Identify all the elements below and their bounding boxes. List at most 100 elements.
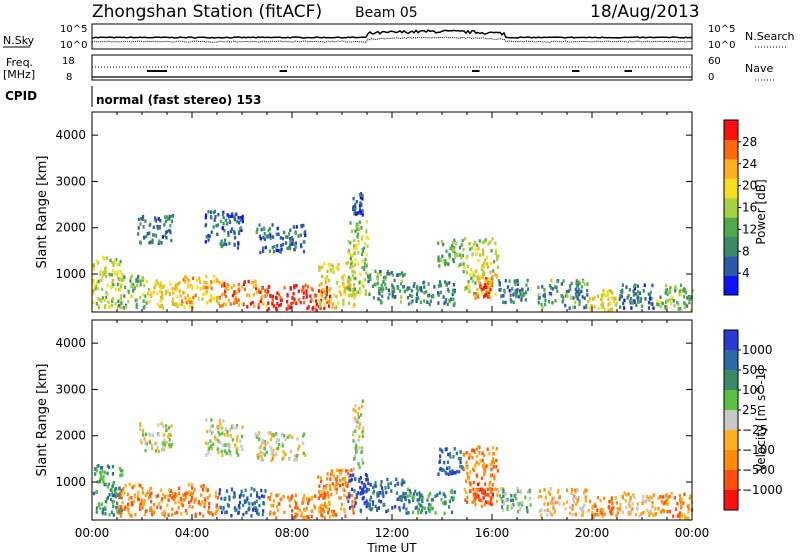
velocity-cell xyxy=(652,513,655,518)
power-cell xyxy=(452,297,455,301)
velocity-cell xyxy=(677,513,681,518)
velocity-cell xyxy=(222,419,225,423)
velocity-cell xyxy=(328,515,331,519)
power-cell xyxy=(484,238,487,242)
velocity-cell xyxy=(217,424,220,429)
velocity-cell xyxy=(423,506,426,510)
power-cell xyxy=(426,300,429,304)
power-cell xyxy=(571,306,574,310)
velocity-cell xyxy=(372,491,375,495)
velocity-cell xyxy=(489,487,492,491)
velocity-cell xyxy=(174,511,177,515)
power-cell xyxy=(496,254,500,259)
velocity-cell xyxy=(488,483,491,487)
velocity-cell xyxy=(487,501,490,505)
velocity-cell xyxy=(302,441,305,445)
velocity-cell xyxy=(418,497,421,502)
velocity-cell xyxy=(221,431,224,435)
velocity-cell xyxy=(176,510,179,515)
time-tick-label: 00:00 xyxy=(675,526,710,540)
velocity-cell xyxy=(491,492,494,497)
power-cell xyxy=(305,292,308,297)
power-cell xyxy=(326,300,329,304)
velocity-cell xyxy=(540,514,543,518)
velocity-cell xyxy=(607,505,610,510)
velocity-cell xyxy=(294,514,297,519)
velocity-cell xyxy=(472,493,475,498)
velocity-cell xyxy=(647,511,651,515)
power-cell xyxy=(271,245,274,250)
velocity-cell xyxy=(457,456,460,461)
velocity-cell xyxy=(223,449,226,453)
power-cell xyxy=(331,267,334,272)
velocity-cell xyxy=(258,431,261,435)
velocity-cell xyxy=(619,508,622,513)
power-cell xyxy=(226,213,229,217)
power-cell xyxy=(143,283,146,288)
power-cell xyxy=(343,273,346,277)
power-cell xyxy=(305,295,308,299)
power-cell xyxy=(348,284,352,288)
power-cell xyxy=(636,296,639,300)
velocity-cell xyxy=(139,440,142,444)
velocity-cell xyxy=(318,484,321,488)
power-cell xyxy=(314,307,317,312)
power-cell xyxy=(101,274,104,279)
velocity-cell xyxy=(480,504,483,508)
velocity-cell xyxy=(318,506,321,510)
velocity-cell xyxy=(361,448,364,452)
velocity-cell xyxy=(483,502,486,507)
velocity-cell xyxy=(394,504,397,509)
velocity-cell xyxy=(502,508,505,512)
velocity-cell xyxy=(331,513,335,518)
velocity-cell xyxy=(449,455,452,459)
velocity-cell xyxy=(296,453,299,458)
velocity-cell xyxy=(94,472,97,476)
velocity-cell xyxy=(120,508,123,513)
velocity-cell xyxy=(354,477,357,482)
power-cell xyxy=(130,274,133,278)
velocity-cell xyxy=(183,497,186,501)
velocity-cell xyxy=(114,494,117,499)
velocity-cell xyxy=(529,496,532,501)
velocity-cell xyxy=(402,505,405,510)
power-cell xyxy=(490,283,493,288)
power-cell xyxy=(547,300,551,304)
power-cell xyxy=(309,294,312,298)
power-cell xyxy=(607,297,610,301)
velocity-cell xyxy=(667,498,670,502)
power-cell xyxy=(243,287,246,292)
power-cell xyxy=(268,249,271,253)
power-cell xyxy=(191,306,194,310)
velocity-cell xyxy=(543,502,546,506)
power-cell xyxy=(157,281,160,286)
velocity-cell xyxy=(214,437,217,441)
power-cell xyxy=(119,259,122,264)
velocity-cell xyxy=(465,460,468,465)
power-cell xyxy=(216,299,219,303)
power-cell xyxy=(183,305,186,310)
velocity-cell xyxy=(468,489,471,494)
velocity-cell xyxy=(599,508,602,512)
velocity-cell xyxy=(170,513,174,517)
power-cell xyxy=(302,249,306,254)
velocity-cell xyxy=(442,501,445,505)
power-cell xyxy=(353,209,356,213)
velocity-cell xyxy=(614,496,617,500)
power-cell xyxy=(105,274,108,279)
power-cell xyxy=(299,233,303,237)
power-cell xyxy=(235,298,238,302)
velocity-cell xyxy=(665,492,668,497)
velocity-cell xyxy=(233,443,237,448)
velocity-cell xyxy=(427,506,430,511)
power-cell xyxy=(644,297,647,301)
power-cell xyxy=(452,240,455,245)
power-cell xyxy=(576,297,579,301)
velocity-cell xyxy=(283,510,286,515)
velocity-cell xyxy=(111,464,114,469)
velocity-cell xyxy=(231,424,235,429)
power-cell xyxy=(161,306,164,310)
velocity-cell xyxy=(414,506,417,510)
velocity-cell xyxy=(341,482,344,487)
velocity-cell xyxy=(208,493,211,498)
